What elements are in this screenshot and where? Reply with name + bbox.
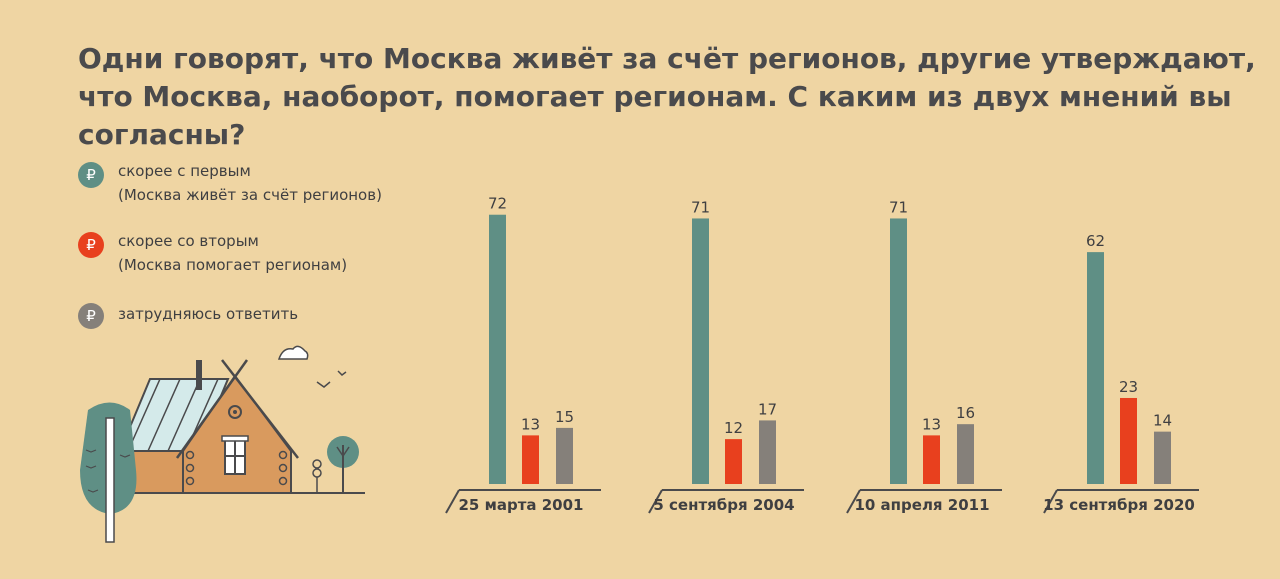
data-label: 71 (889, 198, 908, 216)
category-axis-tick (846, 489, 861, 514)
legend-label-second: скорее со вторым (Москва помогает регион… (118, 232, 348, 274)
ruble-icon: ₽ (78, 303, 104, 329)
bar-3-3 (957, 424, 974, 484)
data-label: 62 (1086, 232, 1105, 250)
bar-2-3 (923, 435, 940, 484)
legend-label-third: затрудняюсь ответить (118, 305, 299, 323)
data-label: 23 (1119, 378, 1138, 396)
bird-icon (316, 370, 347, 388)
data-label: 13 (922, 415, 941, 433)
cloud-icon (277, 345, 309, 360)
data-label: 13 (521, 415, 540, 433)
data-label: 16 (956, 404, 975, 422)
category-label: 13 сентября 2020 (1043, 496, 1195, 514)
bar-3-2 (759, 420, 776, 484)
ruble-icon: ₽ (78, 232, 104, 258)
bar-1-1 (489, 214, 506, 484)
legend-label-first: скорее с первым (Москва живёт за счёт ре… (118, 162, 382, 204)
category-label: 25 марта 2001 (458, 496, 583, 514)
category-axis-tick (1043, 489, 1058, 514)
category-label: 5 сентября 2004 (653, 496, 794, 514)
bar-2-2 (725, 439, 742, 484)
data-label: 72 (488, 195, 507, 213)
data-label: 15 (555, 408, 574, 426)
category-axis-tick (648, 489, 663, 514)
house-icon (118, 359, 299, 494)
bar-3-4 (1154, 431, 1171, 484)
bar-1-3 (890, 218, 907, 484)
bar-3-1 (556, 427, 573, 484)
category-label: 10 апреля 2011 (854, 496, 989, 514)
data-label: 14 (1153, 412, 1172, 430)
bar-2-1 (522, 435, 539, 484)
chart-title: Одни говорят, что Москва живёт за счёт р… (78, 42, 1256, 151)
round-tree-icon (312, 436, 359, 493)
data-label: 17 (758, 400, 777, 418)
bar-1-2 (692, 218, 709, 484)
ruble-icon: ₽ (78, 162, 104, 188)
bar-2-4 (1120, 397, 1137, 484)
data-label: 71 (691, 198, 710, 216)
category-axis-tick (445, 489, 460, 514)
bar-1-4 (1087, 252, 1104, 484)
birch-tree-icon (80, 402, 137, 543)
data-label: 12 (724, 419, 743, 437)
